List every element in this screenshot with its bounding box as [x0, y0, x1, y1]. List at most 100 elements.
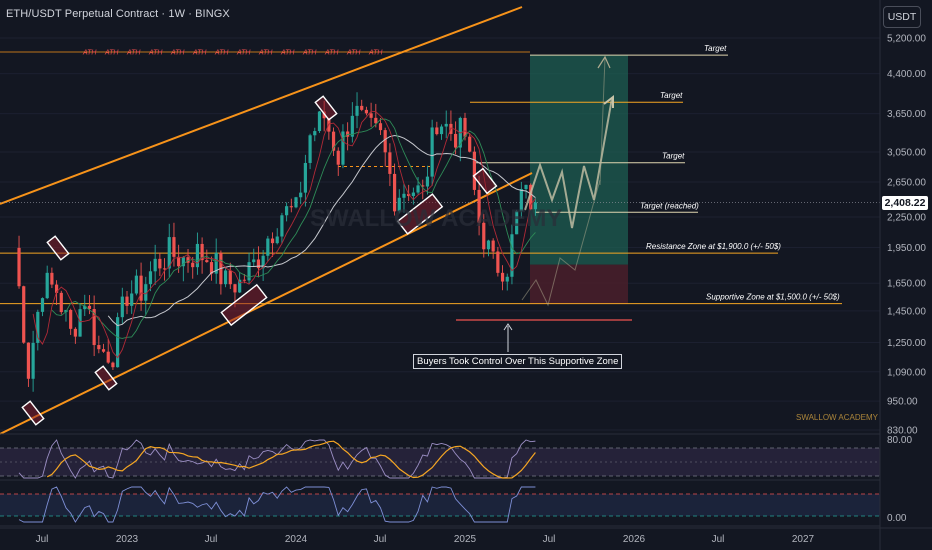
price-tick-label: 1,450.00 [887, 306, 926, 317]
time-tick-label: Jul [205, 534, 218, 545]
candle-body [369, 113, 373, 118]
currency-button[interactable]: USDT [883, 6, 921, 28]
projection-thin-arrowhead [597, 55, 611, 69]
time-tick-label: 2025 [454, 534, 477, 545]
candle-body [228, 270, 232, 285]
time-tick-label: Jul [712, 534, 725, 545]
price-tick-label: 950.00 [887, 397, 918, 408]
ath-label: ATH [236, 50, 251, 57]
candle-body [101, 349, 106, 352]
touch-box [396, 193, 444, 235]
ma-mid-line [51, 118, 536, 339]
candle-body [40, 298, 45, 312]
price-tick-label: 1,250.00 [887, 338, 926, 349]
candle-body [200, 243, 204, 261]
candle-body [388, 152, 392, 174]
candle-body [50, 272, 54, 285]
candle-body [430, 127, 434, 177]
candle-body [421, 185, 425, 187]
candle-body [139, 275, 143, 301]
candles [17, 92, 538, 392]
candle-body [515, 211, 519, 235]
candle-body [54, 284, 59, 293]
last-price-label: 2,408.22 [882, 196, 928, 210]
candle-body [134, 275, 138, 294]
annotation-label: Target (reached) [640, 201, 699, 210]
candle-body [36, 311, 40, 343]
projection-thin-line [599, 57, 606, 186]
target-zone [530, 55, 628, 265]
candle-body [280, 215, 284, 237]
candle-body [191, 262, 195, 268]
candle-body [106, 351, 110, 363]
candle-body [435, 127, 439, 135]
candle-body [247, 262, 251, 281]
touch-boxes [21, 95, 498, 426]
candle-body [350, 115, 354, 137]
candle-body [270, 238, 275, 244]
candle-body [78, 309, 82, 337]
time-tick-label: 2024 [285, 534, 308, 545]
candle-body [341, 131, 345, 165]
ath-label: ATH [324, 50, 339, 57]
candle-body [392, 173, 397, 212]
candle-body [120, 296, 124, 318]
candle-body [285, 206, 289, 216]
candle-body [223, 270, 228, 285]
candle-body [69, 309, 73, 329]
ath-label: ATH [170, 50, 185, 57]
candle-body [83, 305, 87, 310]
candle-body [383, 130, 387, 153]
price-tick-label: 3,050.00 [887, 147, 926, 158]
candle-body [407, 193, 411, 197]
ma-long-line [107, 134, 536, 327]
candle-body [238, 279, 242, 293]
candle-body [144, 284, 148, 301]
candle-body [233, 284, 237, 293]
touch-box [220, 283, 268, 327]
candle-body [355, 105, 359, 116]
candle-body [439, 126, 444, 135]
candle-body [153, 258, 157, 272]
candle-body [252, 259, 256, 263]
touch-box [21, 400, 45, 426]
candle-body [416, 185, 420, 193]
candle-body [266, 238, 270, 256]
candle-body [529, 184, 533, 210]
candle-body [158, 258, 162, 269]
watermark-text: SWALLOW ACADEMY [796, 413, 879, 422]
candle-body [336, 150, 340, 165]
projection-arrowhead [603, 94, 614, 108]
time-axis: Jul 2023 Jul 2024 Jul 2025 Jul 2026 Jul 2027 [36, 534, 815, 545]
candle-body [331, 131, 336, 151]
touch-box [46, 235, 70, 261]
ath-label: ATH [368, 50, 383, 57]
annotation-label: Resistance Zone at $1,900.0 (+/- 50$) [646, 242, 781, 251]
candle-body [360, 105, 364, 110]
candle-body [472, 151, 476, 190]
candle-body [299, 192, 303, 198]
candle-body [45, 272, 49, 299]
candle-body [463, 117, 467, 137]
ma-short-line [32, 110, 536, 359]
candle-body [519, 189, 523, 212]
candle-body [177, 256, 181, 267]
candle-body [97, 345, 101, 350]
candle-body [172, 237, 176, 257]
projection-path-alt [521, 179, 601, 307]
candle-body [17, 247, 21, 287]
candle-body [242, 279, 246, 281]
time-tick-label: 2027 [792, 534, 815, 545]
time-tick-label: Jul [36, 534, 49, 545]
candle-body [454, 133, 458, 148]
symbol-title[interactable]: ETH/USDT Perpetual Contract · 1W · BINGX [6, 8, 230, 20]
annotation-label: Target [704, 44, 727, 53]
ath-label: ATH [214, 50, 229, 57]
time-tick-label: 2026 [623, 534, 646, 545]
projection-path [524, 97, 613, 229]
ath-label: ATH [192, 50, 207, 57]
support-callout: Buyers Took Control Over This Supportive… [413, 354, 623, 369]
candle-body [111, 362, 115, 368]
callout-arrowhead [503, 323, 513, 331]
